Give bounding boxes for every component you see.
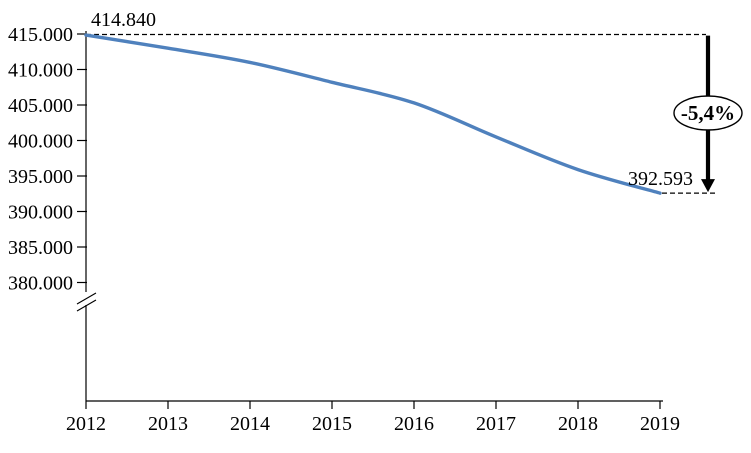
y-tick-label: 400.000 (8, 131, 73, 153)
x-tick-label: 2014 (230, 413, 270, 435)
x-tick-label: 2013 (148, 413, 188, 435)
y-tick-label: 395.000 (8, 166, 73, 188)
x-tick-label: 2012 (66, 413, 106, 435)
x-tick-label: 2018 (558, 413, 598, 435)
decline-badge-ellipse (673, 95, 743, 131)
y-tick-label: 410.000 (8, 60, 73, 82)
x-tick-label: 2019 (640, 413, 680, 435)
decline-badge-label: -5,4% (681, 101, 735, 125)
decline-arrow-head (701, 179, 715, 193)
y-tick-label: 405.000 (8, 95, 73, 117)
y-tick-label: 415.000 (8, 24, 73, 46)
y-tick-label: 390.000 (8, 202, 73, 224)
x-tick-label: 2015 (312, 413, 352, 435)
y-tick-label: 380.000 (8, 273, 73, 295)
x-tick-label: 2017 (476, 413, 516, 435)
last-point-data-label: 392.593 (628, 168, 693, 190)
first-point-data-label: 414.840 (91, 9, 156, 31)
axis-break-icon (76, 292, 97, 312)
x-tick-label: 2016 (394, 413, 434, 435)
data-series-line (84, 33, 662, 195)
y-tick-label: 385.000 (8, 237, 73, 259)
